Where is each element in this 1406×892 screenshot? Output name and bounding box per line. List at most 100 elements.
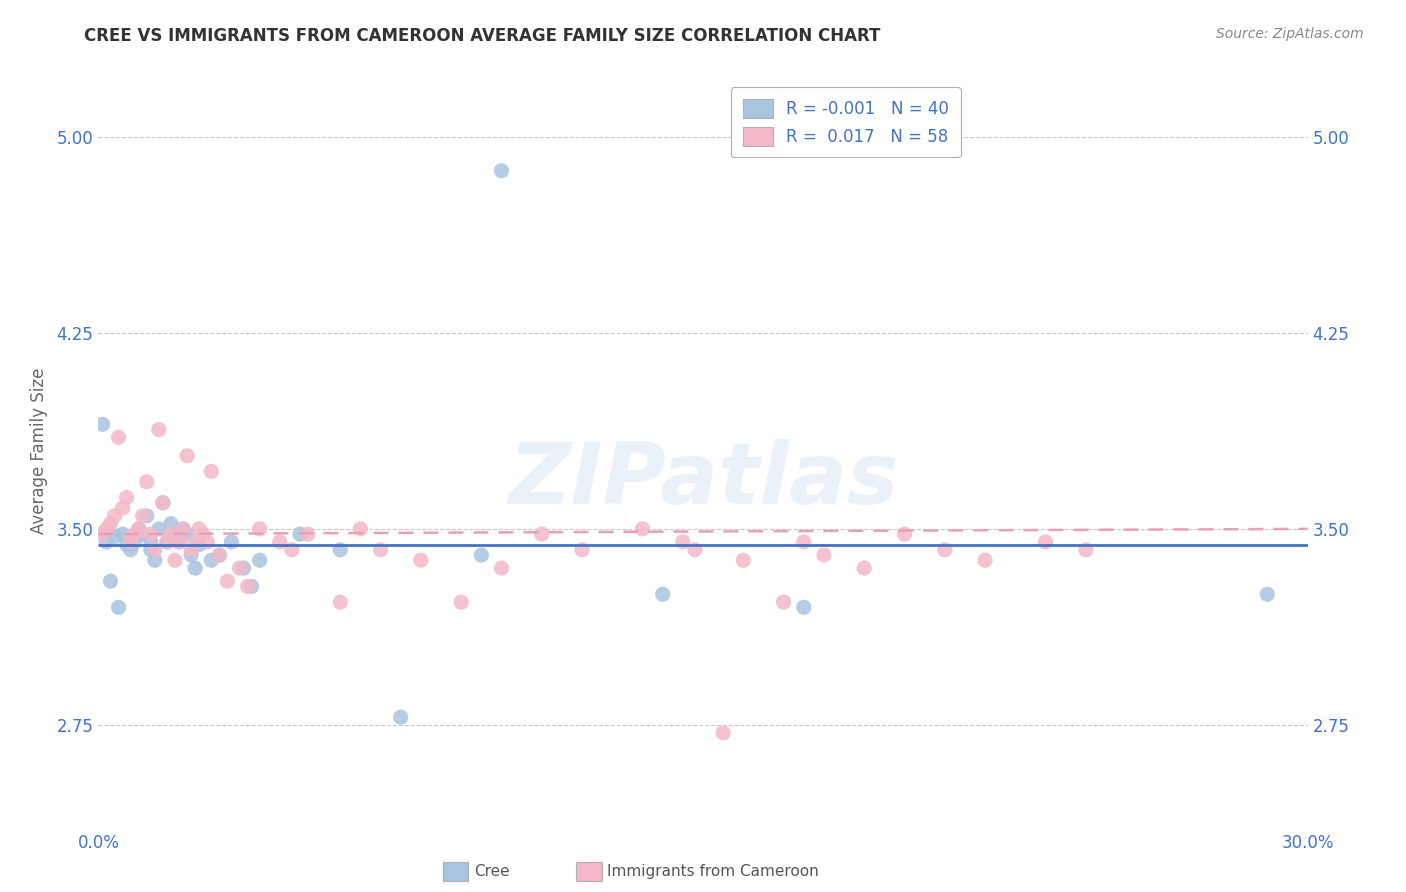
Point	[232, 561, 254, 575]
Point	[208, 548, 231, 562]
Point	[711, 726, 734, 740]
Point	[240, 579, 263, 593]
Point	[91, 417, 114, 432]
Point	[135, 508, 157, 523]
Point	[1256, 587, 1278, 601]
Point	[132, 527, 155, 541]
Point	[733, 553, 755, 567]
Point	[115, 538, 138, 552]
Point	[297, 527, 319, 541]
Point	[793, 535, 815, 549]
Point	[236, 579, 259, 593]
Point	[163, 527, 186, 541]
Point	[107, 600, 129, 615]
Point	[124, 527, 146, 541]
Point	[200, 553, 222, 567]
Point	[200, 464, 222, 478]
Point	[156, 535, 179, 549]
Text: CREE VS IMMIGRANTS FROM CAMEROON AVERAGE FAMILY SIZE CORRELATION CHART: CREE VS IMMIGRANTS FROM CAMEROON AVERAGE…	[84, 27, 880, 45]
Text: Cree: Cree	[474, 864, 509, 879]
Point	[167, 535, 190, 549]
Point	[249, 522, 271, 536]
Point	[111, 500, 134, 515]
Point	[100, 516, 122, 531]
Point	[135, 475, 157, 489]
Point	[349, 522, 371, 536]
Point	[281, 542, 304, 557]
Point	[389, 710, 412, 724]
Point	[96, 522, 118, 536]
Point	[160, 516, 183, 531]
Point	[180, 548, 202, 562]
Point	[853, 561, 876, 575]
Point	[128, 522, 150, 536]
Point	[195, 535, 218, 549]
Point	[217, 574, 239, 589]
Point	[167, 535, 190, 549]
Point	[103, 530, 125, 544]
Point	[103, 508, 125, 523]
Point	[409, 553, 432, 567]
Point	[329, 595, 352, 609]
Point	[631, 522, 654, 536]
Point	[148, 423, 170, 437]
Point	[128, 522, 150, 536]
Point	[160, 527, 183, 541]
Point	[974, 553, 997, 567]
Point	[1035, 535, 1057, 549]
Point	[91, 527, 114, 541]
Point	[934, 542, 956, 557]
Text: ZIPatlas: ZIPatlas	[508, 439, 898, 523]
Point	[329, 542, 352, 557]
Point	[172, 522, 194, 536]
Point	[228, 561, 250, 575]
Point	[813, 548, 835, 562]
Point	[100, 574, 122, 589]
Point	[163, 553, 186, 567]
Point	[1074, 542, 1097, 557]
Point	[120, 542, 142, 557]
Point	[152, 496, 174, 510]
Point	[176, 527, 198, 541]
Point	[156, 535, 179, 549]
Point	[491, 163, 513, 178]
Point	[683, 542, 706, 557]
Point	[139, 542, 162, 557]
Point	[491, 561, 513, 575]
Point	[221, 535, 243, 549]
Point	[188, 538, 211, 552]
Point	[772, 595, 794, 609]
Point	[450, 595, 472, 609]
Point	[176, 449, 198, 463]
Point	[288, 527, 311, 541]
Point	[111, 527, 134, 541]
Point	[120, 535, 142, 549]
Text: Immigrants from Cameroon: Immigrants from Cameroon	[607, 864, 820, 879]
Point	[143, 553, 166, 567]
Point	[672, 535, 695, 549]
Point	[172, 522, 194, 536]
Y-axis label: Average Family Size: Average Family Size	[31, 368, 48, 533]
Point	[107, 430, 129, 444]
Point	[370, 542, 392, 557]
Point	[96, 535, 118, 549]
Point	[571, 542, 593, 557]
Point	[893, 527, 915, 541]
Point	[188, 522, 211, 536]
Point	[139, 535, 162, 549]
Point	[269, 535, 291, 549]
Legend: R = -0.001   N = 40, R =  0.017   N = 58: R = -0.001 N = 40, R = 0.017 N = 58	[731, 87, 960, 158]
Point	[470, 548, 492, 562]
Point	[180, 542, 202, 557]
Point	[651, 587, 673, 601]
Point	[208, 548, 231, 562]
Point	[530, 527, 553, 541]
Point	[115, 491, 138, 505]
Point	[152, 496, 174, 510]
Point	[139, 527, 162, 541]
Point	[793, 600, 815, 615]
Point	[193, 527, 215, 541]
Point	[143, 542, 166, 557]
Point	[148, 522, 170, 536]
Point	[132, 508, 155, 523]
